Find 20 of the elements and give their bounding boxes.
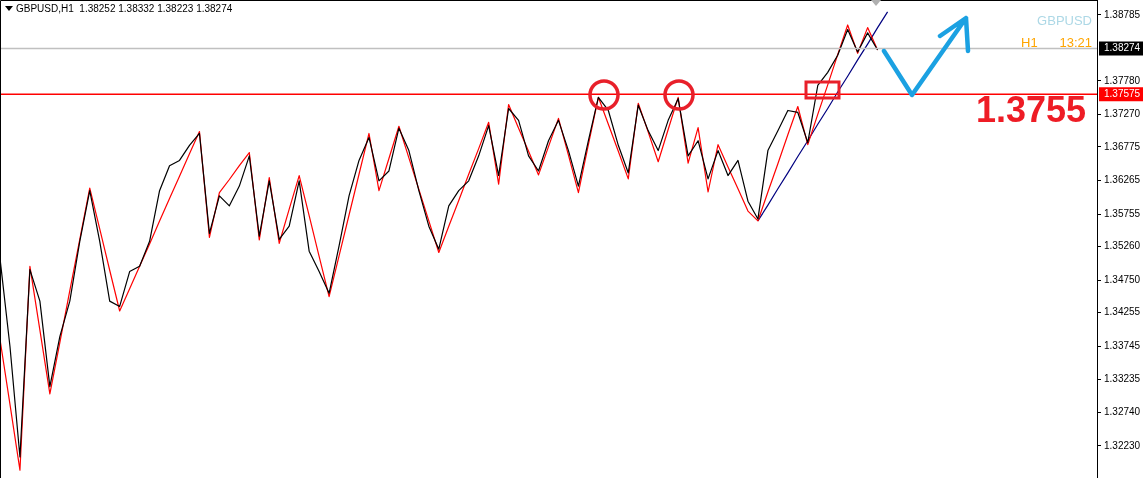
annotation: 1.3755	[976, 89, 1087, 130]
y-tick-label: 1.37780	[1104, 74, 1141, 86]
y-tick-label: 1.35755	[1104, 207, 1141, 219]
y-tick-label: 1.38785	[1104, 8, 1141, 20]
annotation: H1	[1021, 35, 1038, 50]
y-tick-label: 1.34255	[1104, 306, 1141, 318]
y-tick-label: 1.36265	[1104, 174, 1141, 186]
y-tick-label: 1.32740	[1104, 406, 1141, 418]
ref-line-label: 1.37575	[1104, 88, 1141, 100]
y-tick-label: 1.37270	[1104, 108, 1141, 120]
annotation: GBPUSD	[1037, 13, 1092, 28]
y-tick-label: 1.34750	[1104, 273, 1141, 285]
y-tick-label: 1.36775	[1104, 140, 1141, 152]
y-tick-label: 1.33745	[1104, 339, 1141, 351]
chart-title: GBPUSD,H1 1.38252 1.38332 1.38223 1.38274	[16, 3, 233, 14]
y-tick-label: 1.35260	[1104, 240, 1141, 252]
y-tick-label: 1.33235	[1104, 373, 1141, 385]
annotation: 13:21	[1059, 35, 1092, 50]
y-tick-label: 1.32230	[1104, 439, 1141, 451]
ref-line-label: 1.38274	[1104, 42, 1141, 54]
